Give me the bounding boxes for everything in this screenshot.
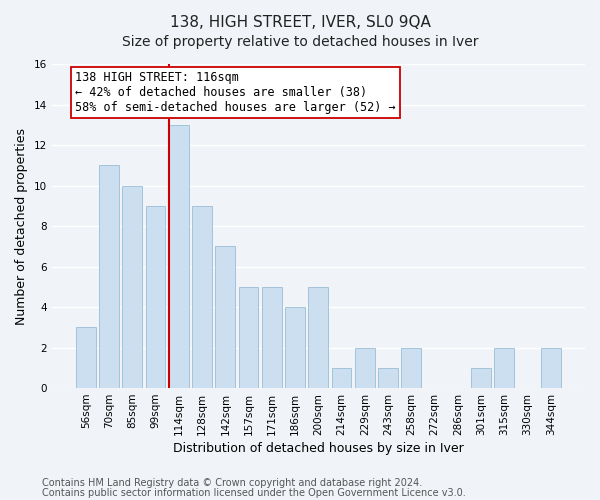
Bar [378,368,398,388]
Text: Size of property relative to detached houses in Iver: Size of property relative to detached ho… [122,35,478,49]
Bar [401,348,421,388]
Bar [122,186,142,388]
Bar [262,287,282,388]
Bar [239,287,259,388]
X-axis label: Distribution of detached houses by size in Iver: Distribution of detached houses by size … [173,442,464,455]
Bar [76,328,95,388]
Bar [169,125,188,388]
Bar [215,246,235,388]
Text: 138 HIGH STREET: 116sqm
← 42% of detached houses are smaller (38)
58% of semi-de: 138 HIGH STREET: 116sqm ← 42% of detache… [76,71,396,114]
Text: Contains HM Land Registry data © Crown copyright and database right 2024.: Contains HM Land Registry data © Crown c… [42,478,422,488]
Bar [192,206,212,388]
Bar [308,287,328,388]
Bar [541,348,561,388]
Bar [494,348,514,388]
Text: Contains public sector information licensed under the Open Government Licence v3: Contains public sector information licen… [42,488,466,498]
Bar [99,166,119,388]
Bar [285,307,305,388]
Bar [332,368,352,388]
Bar [471,368,491,388]
Y-axis label: Number of detached properties: Number of detached properties [15,128,28,324]
Bar [146,206,166,388]
Text: 138, HIGH STREET, IVER, SL0 9QA: 138, HIGH STREET, IVER, SL0 9QA [170,15,430,30]
Bar [355,348,375,388]
